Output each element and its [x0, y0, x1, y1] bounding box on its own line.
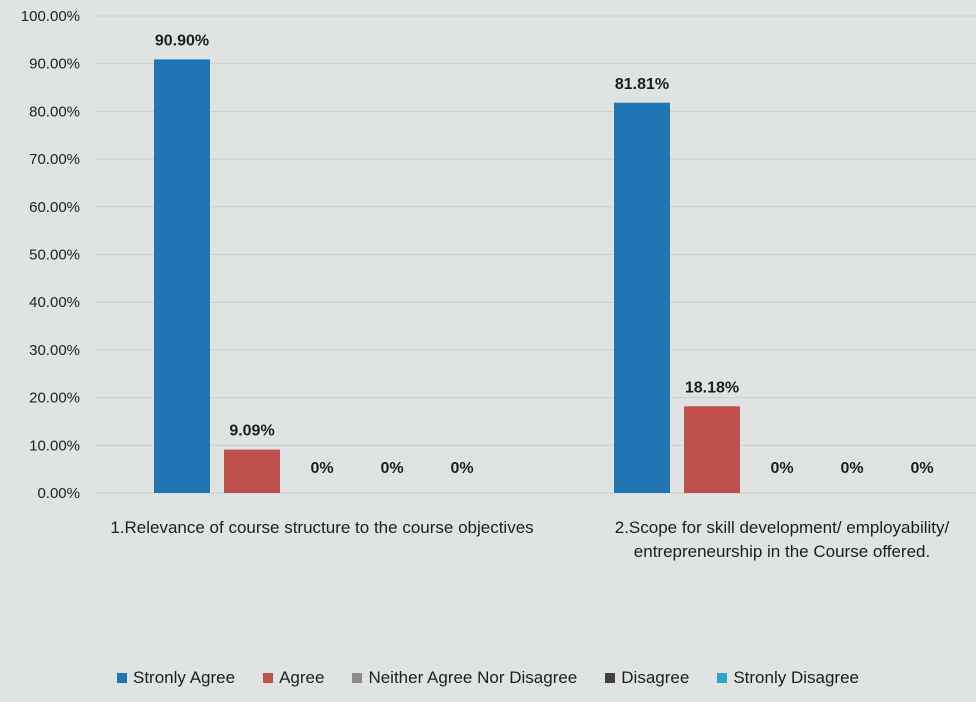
legend-swatch: [352, 673, 363, 683]
legend-label: Agree: [279, 668, 325, 687]
data-label: 0%: [450, 460, 473, 477]
bar-chart: 0.00% 10.00% 20.00% 30.00% 40.00% 50.00% 60.00…: [21, 8, 976, 561]
legend-label: Stronly Disagree: [733, 668, 859, 687]
legend-label: Disagree: [621, 668, 690, 687]
y-tick-label: 10.00%: [29, 437, 80, 454]
bar: [224, 449, 280, 493]
legend-label: Neither Agree Nor Disagree: [368, 668, 578, 687]
y-tick-label: 30.00%: [29, 342, 80, 359]
data-label: 0%: [770, 460, 793, 477]
y-tick-label: 70.00%: [29, 151, 80, 168]
legend: Stronly Agree Agree Neither Agree Nor Di…: [0, 668, 976, 688]
legend-item-disagree: Disagree: [605, 668, 689, 688]
legend-item-agree: Agree: [263, 668, 324, 688]
data-label: 9.09%: [229, 423, 274, 440]
legend-swatch: [717, 673, 728, 683]
data-label: 0%: [840, 460, 863, 477]
category-label: 2.Scope for skill development/ employabi…: [615, 518, 950, 537]
bar: [154, 59, 210, 493]
data-label: 81.81%: [615, 76, 669, 93]
legend-swatch: [605, 673, 616, 683]
y-tick-label: 60.00%: [29, 199, 80, 216]
y-tick-label: 80.00%: [29, 103, 80, 120]
legend-swatch: [263, 673, 274, 683]
legend-swatch: [117, 673, 127, 683]
data-label: 0%: [310, 460, 333, 477]
category-label: entrepreneurship in the Course offered.: [634, 542, 930, 561]
data-label: 90.90%: [155, 32, 209, 49]
y-tick-label: 90.00%: [29, 56, 80, 73]
bar: [614, 102, 670, 493]
y-tick-label: 100.00%: [21, 8, 80, 25]
bar: [684, 406, 740, 493]
data-label: 0%: [380, 460, 403, 477]
y-tick-label: 0.00%: [37, 485, 80, 502]
legend-item-stronly-disagree: Stronly Disagree: [717, 668, 859, 688]
y-tick-label: 50.00%: [29, 247, 80, 264]
legend-item-neither: Neither Agree Nor Disagree: [352, 668, 577, 688]
y-tick-label: 20.00%: [29, 390, 80, 407]
y-tick-label: 40.00%: [29, 294, 80, 311]
legend-item-stronly-agree: Stronly Agree: [117, 668, 235, 688]
data-label: 0%: [910, 460, 933, 477]
legend-label: Stronly Agree: [133, 668, 236, 687]
category-label: 1.Relevance of course structure to the c…: [110, 518, 533, 537]
data-label: 18.18%: [685, 379, 739, 396]
